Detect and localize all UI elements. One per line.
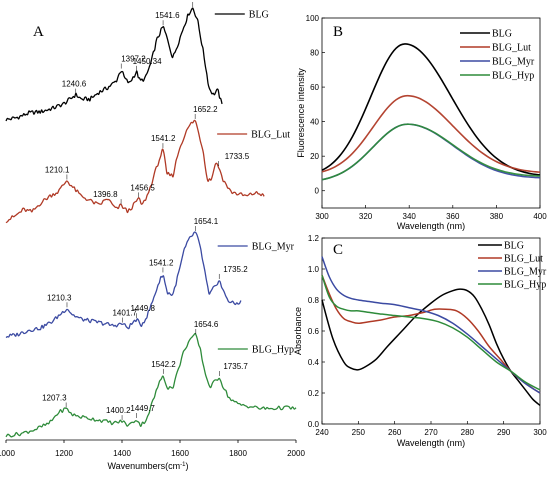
spectrum-line-blg xyxy=(5,7,223,122)
peak-label: 1456.5 xyxy=(130,183,155,192)
panel-c-y-tick-label: 0.4 xyxy=(308,358,320,367)
panel-c-letter: C xyxy=(333,242,343,258)
panel-c-y-tick-label: 0.8 xyxy=(308,296,320,305)
absorbance-line-blg-lut xyxy=(321,274,541,394)
legend-label: BLG xyxy=(249,10,269,21)
peak-label: 1733.5 xyxy=(225,152,250,161)
peak-label: 1652.2 xyxy=(193,105,218,114)
panel-c-y-tick-label: 0.6 xyxy=(308,327,320,336)
peak-label: 1541.6 xyxy=(155,11,180,20)
panel-a-x-tick-label: 1600 xyxy=(171,449,189,458)
legend-label: BLG_Myr xyxy=(504,267,547,278)
panel-c-legend: BLG BLG_Lut BLG_Myr BLG_Hyp xyxy=(478,241,547,291)
legend-label: BLG_Lut xyxy=(251,130,290,141)
panel-c-y-axis-label: Absorbance xyxy=(293,307,303,355)
absorbance-line-blg-hyp xyxy=(321,274,541,391)
panel-b: B 300 320 340 360 380 400 0 20 40 60 80 100 BLG BLG_… xyxy=(296,14,547,231)
fluorescence-line-blg-lut xyxy=(321,94,541,173)
peak-label: 1654.6 xyxy=(194,320,219,329)
panel-c-x-tick-label: 290 xyxy=(497,428,511,437)
panel-a-x-tick-label: 1000 xyxy=(0,449,15,458)
panel-b-x-axis-label: Wavelength (nm) xyxy=(397,221,465,231)
spectrum-line-blg-lut xyxy=(5,119,265,224)
panel-c-x-tick-label: 260 xyxy=(388,428,402,437)
peak-label: 1541.2 xyxy=(149,258,174,267)
panel-c-y-tick-label: 0.2 xyxy=(308,389,320,398)
panel-b-x-tick-label: 380 xyxy=(490,212,504,221)
peak-label: 1735.2 xyxy=(223,265,248,274)
peak-label: 1240.6 xyxy=(62,80,87,89)
panel-a-x-tick-label: 2000 xyxy=(287,449,305,458)
panel-a-x-ticks: 1000 1200 1400 1600 1800 2000 xyxy=(0,440,305,458)
panel-b-legend: BLG BLG_Lut BLG_Myr BLG_Hyp xyxy=(460,29,535,82)
panel-b-y-axis-label: Fluorescence intensity xyxy=(296,68,306,158)
panel-c-x-tick-label: 270 xyxy=(424,428,438,437)
panel-c-series xyxy=(321,256,541,406)
panel-c-x-axis-label: Wavelength (nm) xyxy=(397,438,465,448)
panel-b-letter: B xyxy=(333,24,343,40)
panel-b-y-tick-label: 20 xyxy=(310,152,319,161)
panel-a: A 1000 1200 1400 1600 1800 2000 Wavenumbers(c… xyxy=(0,0,305,471)
legend-label: BLG_Lut xyxy=(492,43,531,54)
panel-c-ticks: 240 250 260 270 280 290 300 0.0 0.2 0.4 0.6 0.8 1.0 1… xyxy=(308,234,547,437)
legend-label: BLG_Hyp xyxy=(504,280,546,291)
peak-label: 1542.2 xyxy=(151,360,176,369)
fluorescence-line-blg-hyp xyxy=(321,123,541,181)
peak-label: 1400.2 xyxy=(106,406,131,415)
panel-b-x-tick-label: 320 xyxy=(359,212,373,221)
peak-label: 1735.7 xyxy=(223,362,248,371)
panel-c-y-tick-label: 1.0 xyxy=(308,265,320,274)
peak-label: 1397.2 xyxy=(121,55,146,64)
legend-label: BLG_Hyp xyxy=(492,71,534,82)
spectrum-line-blg-myr xyxy=(5,231,242,339)
panel-b-y-tick-label: 100 xyxy=(306,14,320,23)
panel-c-y-tick-label: 0.0 xyxy=(308,420,320,429)
panel-a-x-tick-label: 1800 xyxy=(229,449,247,458)
peak-label: 1654.1 xyxy=(194,217,219,226)
fluorescence-line-blg xyxy=(321,43,541,176)
legend-label: BLG_Lut xyxy=(504,254,543,265)
panel-b-frame xyxy=(321,17,541,209)
panel-b-y-tick-label: 80 xyxy=(310,49,319,58)
peak-label: 1644.1 xyxy=(193,0,218,2)
spectrum-line-blg-hyp xyxy=(5,332,297,438)
legend-label: BLG_Hyp xyxy=(252,345,294,356)
panel-b-x-tick-label: 300 xyxy=(315,212,329,221)
panel-b-y-tick-label: 40 xyxy=(310,118,319,127)
peak-label: 1207.3 xyxy=(42,394,67,403)
legend-label: BLG xyxy=(492,29,512,40)
legend-label: BLG xyxy=(504,241,524,252)
peak-label: 1449.7 xyxy=(130,404,155,413)
panel-a-letter: A xyxy=(33,24,44,40)
panel-c-x-tick-label: 300 xyxy=(533,428,547,437)
legend-label: BLG_Myr xyxy=(492,57,535,68)
peak-label: 1541.2 xyxy=(151,134,176,143)
panel-b-ticks: 300 320 340 360 380 400 0 20 40 60 80 100 xyxy=(306,14,548,221)
panel-c-x-tick-label: 240 xyxy=(315,428,329,437)
legend-label: BLG_Myr xyxy=(252,242,295,253)
peak-label: 1210.3 xyxy=(47,293,72,302)
peak-label: 1210.1 xyxy=(45,165,70,174)
panel-b-series xyxy=(321,43,541,181)
panel-b-x-tick-label: 340 xyxy=(403,212,417,221)
panel-b-x-tick-label: 360 xyxy=(446,212,460,221)
panel-c: C 240 250 260 270 280 290 300 0.0 0.2 0.4 0.6 0.8 1.… xyxy=(293,234,547,448)
panel-a-x-axis-label: Wavenumbers(cm-1) xyxy=(107,461,188,471)
peak-label: 1450.34 xyxy=(133,57,162,66)
panel-a-x-tick-label: 1200 xyxy=(55,449,73,458)
panel-a-x-tick-label: 1400 xyxy=(113,449,131,458)
absorbance-line-blg-myr xyxy=(321,256,541,394)
peak-label: 1396.8 xyxy=(93,190,118,199)
panel-c-y-tick-label: 1.2 xyxy=(308,234,320,243)
panel-b-x-tick-label: 400 xyxy=(533,212,547,221)
panel-b-y-tick-label: 60 xyxy=(310,83,319,92)
panel-b-y-tick-label: 0 xyxy=(315,187,320,196)
absorbance-line-blg xyxy=(321,288,541,406)
peak-label: 1401.7 xyxy=(112,309,137,318)
panel-c-x-tick-label: 250 xyxy=(352,428,366,437)
panel-c-x-tick-label: 280 xyxy=(461,428,475,437)
peak-label: 1449.8 xyxy=(130,304,155,313)
